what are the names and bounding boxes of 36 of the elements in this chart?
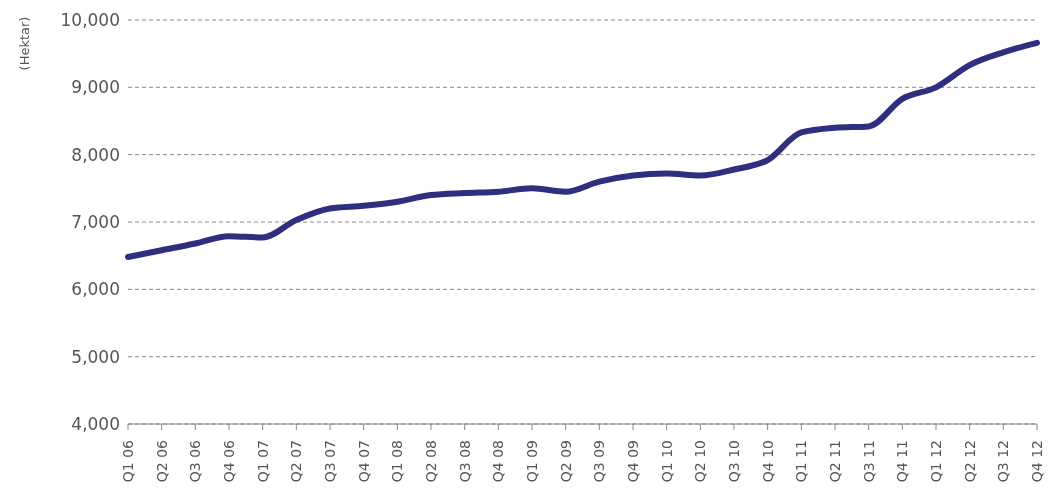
x-tick-label: Q2 08 — [423, 440, 439, 483]
x-tick-label: Q2 06 — [153, 439, 170, 483]
x-tick-label: Q3 06 — [187, 439, 204, 483]
y-tick-label: 10,000 — [60, 10, 120, 31]
x-tick-label: Q3 07 — [322, 440, 338, 483]
y-tick-label: 9,000 — [71, 77, 120, 98]
x-tick-label: Q1 08 — [389, 440, 406, 483]
x-tick-label: Q1 12 — [928, 440, 944, 483]
x-tick-label: Q4 12 — [1029, 440, 1045, 483]
x-tick-label: Q1 10 — [658, 440, 675, 483]
x-tick-label: Q4 09 — [625, 440, 641, 483]
y-tick-label: 8,000 — [71, 144, 120, 165]
x-tick-label: Q3 12 — [995, 440, 1012, 483]
y-tick-label: 7,000 — [71, 212, 120, 233]
x-tick-label: Q1 09 — [524, 440, 540, 483]
x-tick-label: Q1 07 — [254, 440, 271, 483]
y-axis-title: (Hektar) — [17, 16, 33, 70]
x-tick-label: Q4 08 — [490, 440, 507, 483]
y-tick-label: 6,000 — [71, 279, 120, 300]
x-tick-label: Q2 11 — [827, 440, 843, 483]
x-tick-label: Q3 11 — [860, 440, 877, 483]
y-tick-label: 5,000 — [71, 346, 120, 367]
x-tick-label: Q2 09 — [557, 440, 574, 483]
x-tick-label: Q2 07 — [288, 440, 305, 483]
x-tick-label: Q1 06 — [120, 439, 136, 483]
x-tick-label: Q4 06 — [221, 439, 237, 483]
x-tick-label: Q3 08 — [456, 440, 473, 483]
x-tick-label: Q1 11 — [793, 440, 810, 483]
x-tick-label: Q3 10 — [726, 440, 742, 483]
x-tick-label: Q2 10 — [692, 440, 709, 483]
y-tick-label: 4,000 — [71, 414, 120, 435]
x-tick-label: Q4 07 — [355, 440, 372, 483]
x-tick-label: Q4 11 — [894, 440, 911, 483]
x-tick-label: Q4 10 — [759, 440, 776, 483]
x-tick-label: Q3 09 — [591, 440, 608, 483]
x-tick-label: Q2 12 — [961, 440, 978, 483]
